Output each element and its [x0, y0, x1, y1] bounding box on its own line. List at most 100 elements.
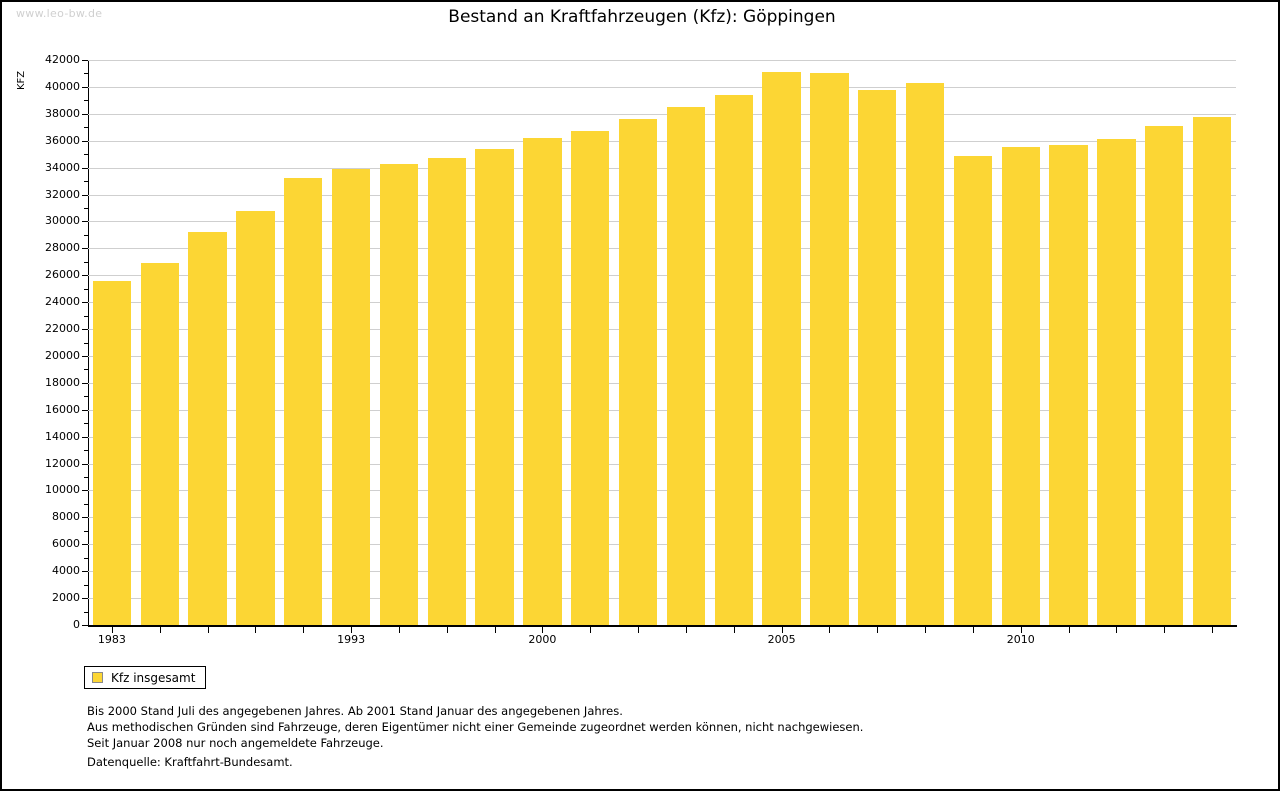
footnote-line: Bis 2000 Stand Juli des angegebenen Jahr… — [87, 704, 623, 718]
bar[interactable] — [1192, 116, 1232, 625]
y-axis-tick-label: 14000 — [45, 429, 80, 443]
bar[interactable] — [1097, 139, 1136, 625]
bar[interactable] — [858, 89, 897, 625]
gridline — [88, 517, 1236, 519]
x-axis-tick-label: 1983 — [97, 633, 126, 646]
y-axis-tick — [82, 571, 88, 573]
gridline — [88, 490, 1236, 492]
y-axis-tick — [82, 463, 88, 465]
gridline — [88, 409, 1236, 411]
bar[interactable] — [953, 155, 993, 625]
footnotes: Bis 2000 Stand Juli des angegebenen Jahr… — [87, 703, 863, 751]
y-axis-minor-tick — [84, 477, 88, 479]
y-axis-tick-label: 8000 — [52, 510, 80, 524]
x-axis-tick — [1212, 627, 1214, 633]
y-axis-tick — [82, 113, 88, 115]
bar[interactable] — [427, 158, 466, 625]
x-axis-tick — [398, 627, 400, 633]
bar[interactable] — [1145, 125, 1184, 625]
y-axis-tick-label: 28000 — [45, 241, 80, 255]
y-axis-tick-label: 30000 — [45, 214, 80, 228]
y-axis-tick — [82, 625, 88, 626]
y-axis-minor-tick — [84, 611, 88, 613]
y-axis-tick-label: 26000 — [45, 268, 80, 282]
bar[interactable] — [618, 119, 658, 625]
watermark: www.leo-bw.de — [16, 7, 103, 20]
gridline — [88, 329, 1236, 331]
bar[interactable] — [762, 72, 801, 625]
y-axis-minor-tick — [84, 503, 88, 505]
x-axis-tick — [542, 627, 544, 633]
x-axis-tick — [1068, 627, 1070, 633]
y-axis-tick-label: 0 — [73, 618, 80, 631]
gridline — [88, 275, 1236, 277]
chart-legend[interactable]: Kfz insgesamt — [84, 666, 207, 689]
x-axis-tick — [781, 627, 783, 633]
y-axis-minor-tick — [84, 181, 88, 183]
y-axis-tick-label: 20000 — [45, 348, 80, 362]
bar[interactable] — [523, 138, 562, 625]
x-axis-tick — [207, 627, 209, 633]
y-axis-tick — [82, 221, 88, 223]
bar[interactable] — [666, 107, 706, 625]
gridline — [88, 86, 1236, 88]
x-axis-tick — [1116, 627, 1118, 633]
y-axis-tick-label: 6000 — [52, 537, 80, 551]
y-axis-minor-tick — [84, 73, 88, 75]
y-axis-labels: 0 2000 4000 6000 8000 10000 12000 14000 16000 180… — [2, 2, 80, 789]
bar[interactable] — [92, 280, 132, 625]
gridline — [88, 571, 1236, 573]
gridline — [88, 113, 1236, 115]
gridline — [88, 167, 1236, 169]
footnote-line: Aus methodischen Gründen sind Fahrzeuge,… — [87, 720, 864, 734]
y-axis-tick-label: 40000 — [45, 79, 80, 93]
y-axis-minor-tick — [84, 369, 88, 371]
gridline — [88, 382, 1236, 384]
legend-swatch-icon — [92, 672, 103, 683]
page-title: Bestand an Kraftfahrzeugen (Kfz): Göppin… — [448, 7, 836, 27]
y-axis-minor-tick — [84, 207, 88, 209]
y-axis-tick — [82, 140, 88, 142]
bar[interactable] — [571, 131, 610, 625]
y-axis-tick-label: 32000 — [45, 187, 80, 201]
x-axis-tick — [877, 627, 879, 633]
y-axis-tick — [82, 86, 88, 88]
bar[interactable] — [475, 148, 514, 625]
y-axis-minor-tick — [84, 396, 88, 398]
y-axis-tick — [82, 329, 88, 331]
bar[interactable] — [1001, 147, 1040, 625]
bar[interactable] — [284, 178, 323, 625]
y-axis-minor-tick — [84, 234, 88, 236]
y-axis-tick — [82, 302, 88, 304]
x-axis-tick — [1020, 627, 1022, 633]
x-axis-tick — [494, 627, 496, 633]
x-axis-tick — [446, 627, 448, 633]
x-axis-tick — [255, 627, 257, 633]
y-axis-tick — [82, 598, 88, 600]
plot-area — [88, 60, 1236, 625]
y-axis-tick-label: 34000 — [45, 160, 80, 174]
y-axis-minor-tick — [84, 154, 88, 156]
y-axis-minor-tick — [84, 288, 88, 290]
gridline — [88, 598, 1236, 600]
bar[interactable] — [379, 163, 419, 625]
y-axis-tick-label: 24000 — [45, 295, 80, 309]
bar[interactable] — [714, 94, 753, 625]
gridline — [88, 140, 1236, 142]
y-axis-tick-label: 42000 — [45, 53, 80, 66]
y-axis-tick-label: 12000 — [45, 456, 80, 470]
bar[interactable] — [140, 263, 179, 625]
bar[interactable] — [905, 82, 945, 625]
bar[interactable] — [331, 168, 371, 625]
gridline — [88, 355, 1236, 357]
bar[interactable] — [810, 73, 849, 625]
bar[interactable] — [188, 232, 227, 625]
y-axis-minor-tick — [84, 315, 88, 317]
bar[interactable] — [236, 210, 275, 625]
y-axis-tick — [82, 275, 88, 277]
x-axis-tick — [159, 627, 161, 633]
y-axis-tick — [82, 194, 88, 196]
y-axis-tick-label: 16000 — [45, 402, 80, 416]
bar[interactable] — [1049, 144, 1088, 625]
